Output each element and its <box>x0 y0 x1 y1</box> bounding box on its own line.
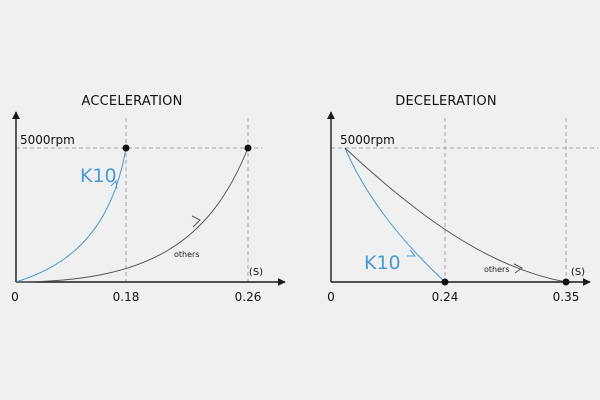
acceleration-5000rpm-label: 5000rpm <box>20 133 75 147</box>
acceleration-k10-arrow <box>110 179 118 190</box>
deceleration-others-arrow <box>513 263 523 274</box>
deceleration-tick-024: 0.24 <box>432 290 459 304</box>
acceleration-others-arrow <box>191 215 201 228</box>
acceleration-tick-026: 0.26 <box>235 290 262 304</box>
acceleration-chart: ACCELERATION 5000rpm (S) K10 others 0 0.… <box>11 94 286 304</box>
acceleration-others-line <box>15 147 249 283</box>
deceleration-others-line <box>344 147 567 283</box>
deceleration-title: DECELERATION <box>395 94 497 109</box>
deceleration-tick-0: 0 <box>327 290 335 304</box>
deceleration-k10-line <box>344 147 446 283</box>
deceleration-others-label: others <box>484 265 509 274</box>
deceleration-chart: DECELERATION 5000rpm (S) K10 others 0 0.… <box>327 94 598 304</box>
deceleration-k10-endpoint <box>441 278 449 286</box>
deceleration-tick-035: 0.35 <box>553 290 580 304</box>
deceleration-5000rpm-label: 5000rpm <box>340 133 395 147</box>
acceleration-tick-018: 0.18 <box>113 290 140 304</box>
deceleration-others-endpoint <box>562 278 570 286</box>
acceleration-k10-label: K10 <box>80 165 117 187</box>
deceleration-unit-label: (S) <box>571 267 585 278</box>
acceleration-tick-0: 0 <box>11 290 19 304</box>
acceleration-k10-endpoint <box>122 144 130 152</box>
acceleration-others-label: others <box>174 250 199 259</box>
acceleration-unit-label: (S) <box>249 267 263 278</box>
deceleration-k10-arrow <box>407 249 417 257</box>
acceleration-others-endpoint <box>244 144 252 152</box>
acceleration-k10-line <box>15 147 127 283</box>
deceleration-k10-label: K10 <box>364 252 401 274</box>
acceleration-title: ACCELERATION <box>81 94 182 109</box>
